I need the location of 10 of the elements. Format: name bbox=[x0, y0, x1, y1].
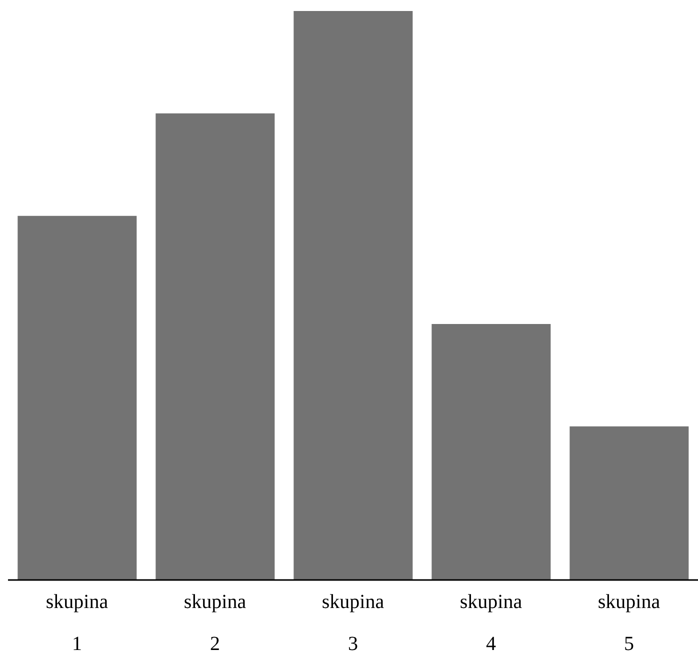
bar bbox=[432, 324, 551, 580]
x-tick-label: skupina 5 bbox=[598, 591, 660, 655]
bar bbox=[18, 216, 137, 580]
bar bbox=[156, 113, 275, 580]
x-tick-label: skupina 2 bbox=[184, 591, 246, 655]
bar bbox=[294, 11, 413, 580]
x-tick-label: skupina 4 bbox=[460, 591, 522, 655]
x-tick-label: skupina 1 bbox=[46, 591, 108, 655]
bar bbox=[570, 426, 689, 580]
x-tick-label: skupina 3 bbox=[322, 591, 384, 655]
